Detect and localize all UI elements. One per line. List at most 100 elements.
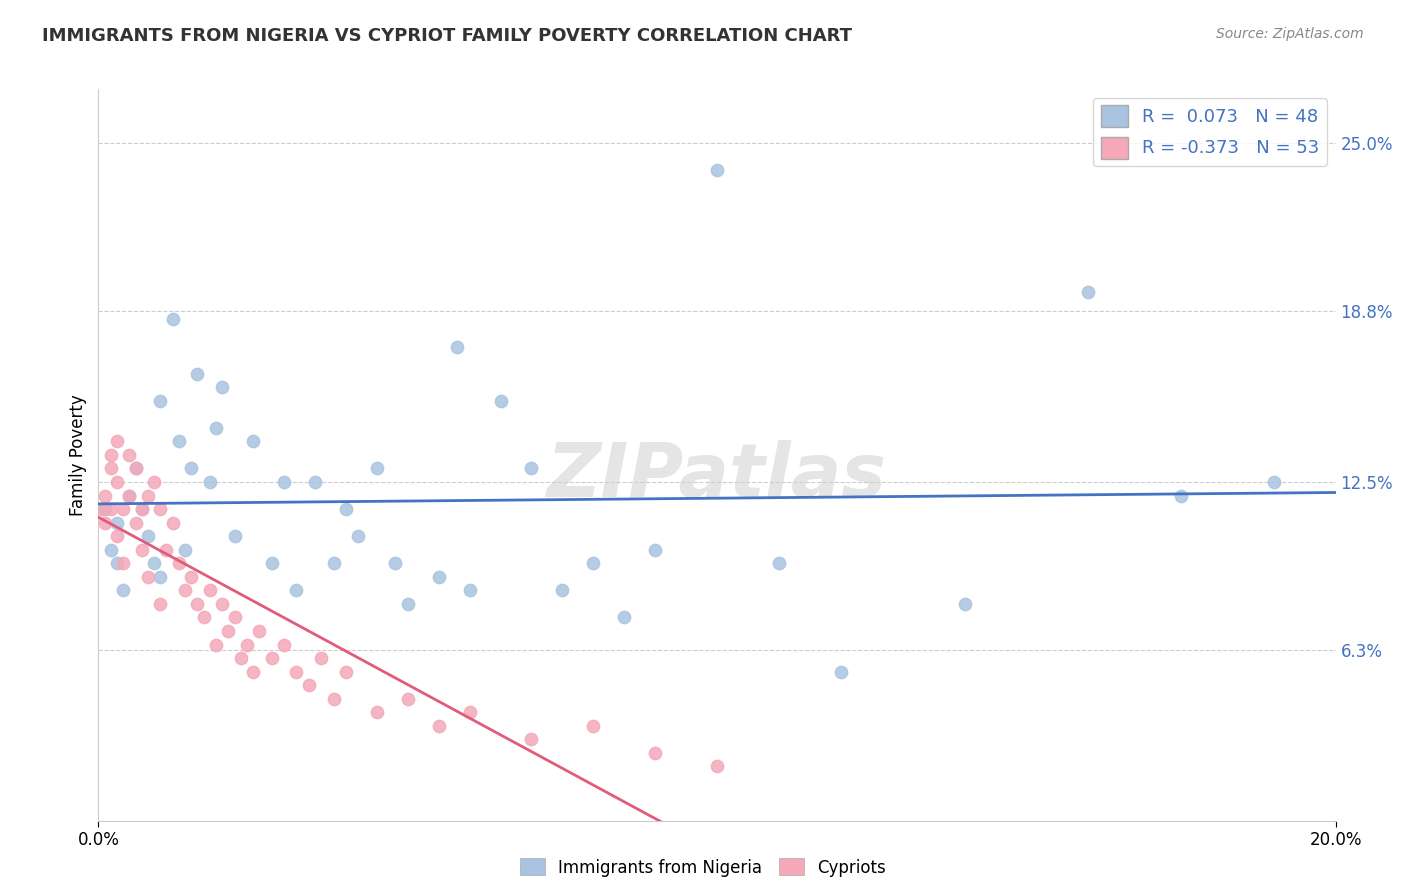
Y-axis label: Family Poverty: Family Poverty (69, 394, 87, 516)
Point (458, 583, 481, 598)
Point (582, 719, 605, 733)
Point (180, 570, 202, 584)
Point (366, 461, 388, 475)
Point (136, 529, 159, 543)
Point (143, 475, 166, 489)
Point (93, 502, 115, 516)
Point (830, 665, 852, 679)
Point (1170, 489, 1192, 503)
Point (131, 502, 153, 516)
Point (322, 691, 344, 706)
Point (131, 502, 153, 516)
Point (149, 502, 172, 516)
Point (347, 529, 370, 543)
Point (706, 759, 728, 773)
Point (149, 570, 172, 584)
Point (100, 448, 122, 462)
Point (384, 556, 406, 570)
Point (285, 583, 308, 598)
Point (131, 542, 153, 557)
Point (105, 434, 128, 449)
Point (174, 583, 197, 598)
Legend: R =  0.073   N = 48, R = -0.373   N = 53: R = 0.073 N = 48, R = -0.373 N = 53 (1094, 98, 1327, 166)
Point (149, 393, 172, 408)
Point (217, 624, 239, 638)
Point (224, 610, 246, 624)
Point (174, 542, 197, 557)
Point (229, 651, 252, 665)
Point (100, 502, 122, 516)
Point (520, 461, 543, 475)
Point (446, 340, 468, 354)
Point (105, 556, 128, 570)
Point (285, 665, 308, 679)
Point (124, 461, 146, 475)
Point (205, 421, 228, 435)
Text: ZIPatlas: ZIPatlas (547, 441, 887, 514)
Point (335, 502, 357, 516)
Point (335, 665, 357, 679)
Point (167, 434, 190, 449)
Point (1263, 475, 1285, 489)
Point (260, 651, 283, 665)
Point (309, 651, 332, 665)
Text: IMMIGRANTS FROM NIGERIA VS CYPRIOT FAMILY POVERTY CORRELATION CHART: IMMIGRANTS FROM NIGERIA VS CYPRIOT FAMIL… (42, 27, 852, 45)
Point (149, 597, 172, 611)
Point (458, 706, 481, 720)
Point (396, 691, 419, 706)
Point (155, 542, 177, 557)
Point (768, 556, 790, 570)
Point (198, 475, 221, 489)
Point (242, 434, 264, 449)
Point (304, 475, 326, 489)
Point (211, 597, 233, 611)
Point (124, 516, 146, 530)
Point (90, 502, 112, 516)
Point (112, 583, 135, 598)
Point (118, 489, 141, 503)
Point (100, 542, 122, 557)
Point (105, 516, 128, 530)
Point (298, 678, 321, 692)
Legend: Immigrants from Nigeria, Cypriots: Immigrants from Nigeria, Cypriots (513, 852, 893, 883)
Point (105, 529, 128, 543)
Point (105, 475, 128, 489)
Point (180, 461, 202, 475)
Point (1077, 285, 1099, 300)
Point (427, 570, 450, 584)
Point (124, 461, 146, 475)
Point (186, 597, 208, 611)
Point (112, 556, 135, 570)
Point (520, 732, 543, 747)
Point (273, 475, 295, 489)
Point (396, 597, 419, 611)
Point (205, 638, 228, 652)
Point (322, 556, 344, 570)
Point (118, 489, 141, 503)
Point (706, 163, 728, 178)
Point (489, 393, 512, 408)
Point (953, 597, 976, 611)
Point (273, 638, 295, 652)
Point (100, 461, 122, 475)
Point (136, 570, 159, 584)
Point (167, 556, 190, 570)
Point (193, 610, 215, 624)
Point (93, 516, 115, 530)
Point (93, 489, 115, 503)
Point (118, 448, 141, 462)
Point (211, 380, 233, 394)
Point (198, 583, 221, 598)
Point (247, 624, 270, 638)
Point (236, 638, 259, 652)
Point (260, 556, 283, 570)
Point (242, 665, 264, 679)
Point (613, 610, 636, 624)
Point (162, 312, 184, 326)
Point (366, 706, 388, 720)
Point (136, 489, 159, 503)
Point (143, 556, 166, 570)
Point (162, 516, 184, 530)
Point (427, 719, 450, 733)
Point (551, 583, 574, 598)
